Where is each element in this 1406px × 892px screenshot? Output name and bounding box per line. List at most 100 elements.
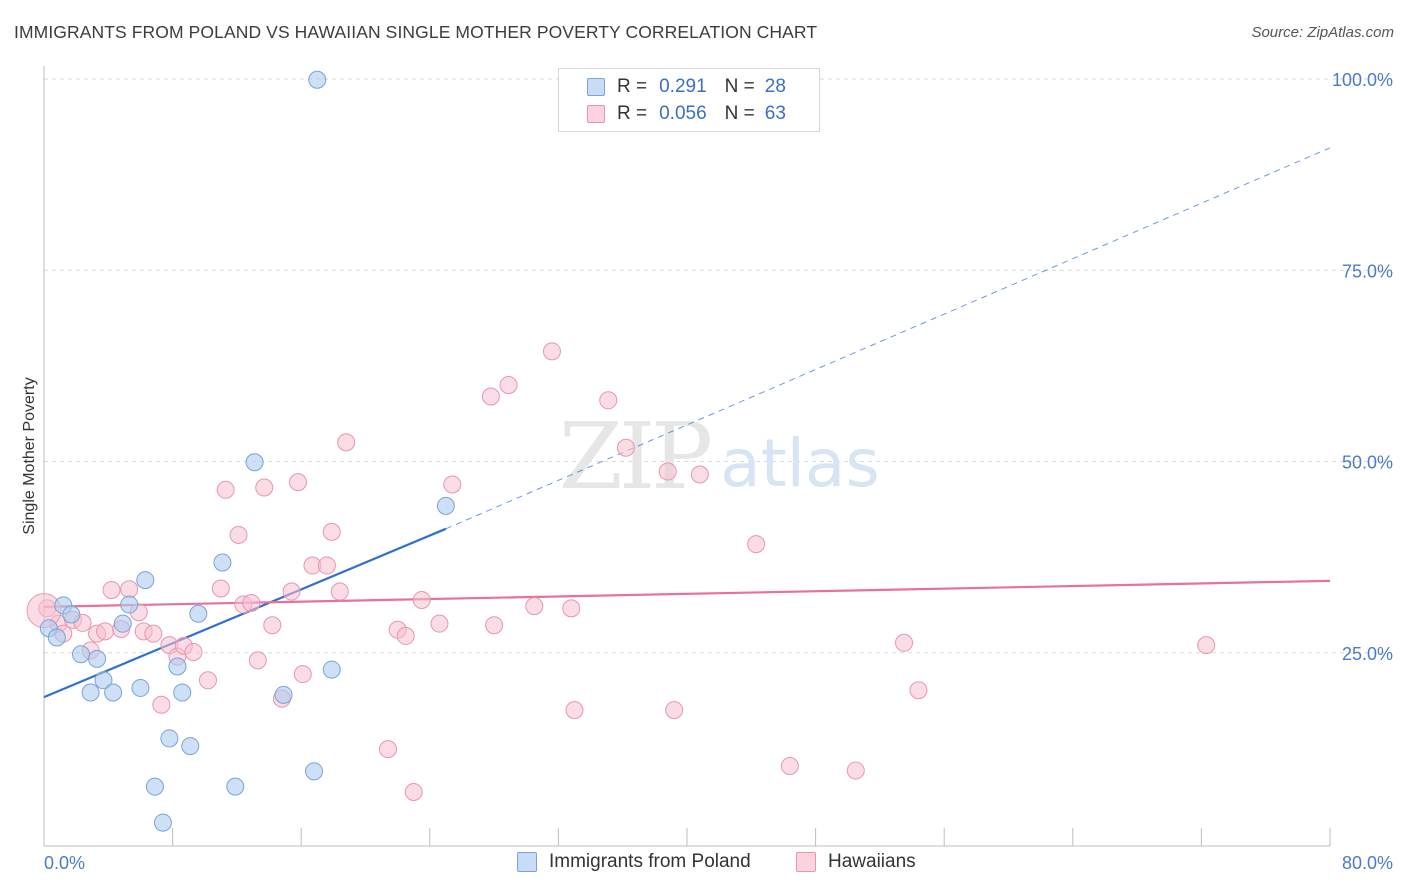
point-hawaiians — [430, 614, 449, 633]
legend-swatch-pink — [587, 105, 605, 123]
point-poland — [136, 571, 155, 590]
y-tick-label: 75.0% — [1342, 261, 1393, 281]
point-poland — [213, 553, 232, 572]
point-poland — [104, 683, 123, 702]
legend-r-label: R = — [617, 103, 648, 124]
point-hawaiians — [404, 782, 423, 801]
point-hawaiians — [665, 701, 684, 720]
point-hawaiians — [120, 580, 139, 599]
legend-label-poland: Immigrants from Poland — [549, 851, 751, 872]
data-points — [26, 70, 1216, 832]
point-hawaiians — [443, 475, 462, 494]
point-poland — [71, 645, 90, 664]
point-hawaiians — [909, 681, 928, 700]
point-poland — [94, 671, 113, 690]
watermark-atlas: atlas — [720, 425, 880, 502]
point-hawaiians — [144, 624, 163, 643]
legend-r-value: 0.291 — [659, 76, 707, 97]
point-poland — [113, 614, 132, 633]
point-hawaiians — [895, 633, 914, 652]
point-hawaiians — [337, 433, 356, 452]
watermark-zip: ZIP — [559, 403, 710, 510]
point-hawaiians — [96, 622, 115, 641]
point-hawaiians — [211, 579, 230, 598]
legend-swatch-blue — [517, 852, 537, 872]
legend-label-hawaiians: Hawaiians — [828, 851, 916, 872]
point-poland — [436, 496, 455, 515]
point-poland — [173, 683, 192, 702]
chart-title: IMMIGRANTS FROM POLAND VS HAWAIIAN SINGL… — [14, 22, 818, 42]
point-poland — [81, 683, 100, 702]
point-hawaiians — [846, 761, 865, 780]
x-tick-label: 80.0% — [1342, 853, 1393, 873]
axes — [43, 66, 1331, 847]
point-hawaiians — [293, 665, 312, 684]
legend-n-label: N = — [724, 103, 755, 124]
point-hawaiians — [616, 438, 635, 457]
axis-labels: 25.0% 50.0% 75.0% 100.0% 0.0% 80.0% Single Mot… — [21, 70, 1393, 873]
point-hawaiians — [562, 599, 581, 618]
x-tick-label: 0.0% — [44, 853, 85, 873]
point-hawaiians — [102, 581, 121, 600]
y-tick-label: 50.0% — [1342, 453, 1393, 473]
legend-item-hawaiians: Hawaiians — [796, 851, 916, 873]
point-hawaiians — [499, 376, 518, 394]
point-poland — [305, 762, 324, 781]
y-tick-label: 25.0% — [1342, 644, 1393, 664]
point-hawaiians — [216, 480, 235, 499]
point-poland — [274, 685, 293, 704]
correlation-legend: R = 0.291 N = 28 R = 0.056 N = 63 — [558, 68, 820, 132]
series-legend: Immigrants from Poland Hawaiians — [0, 851, 1406, 877]
point-hawaiians — [658, 462, 677, 481]
point-poland — [181, 737, 200, 756]
legend-n-value: 28 — [764, 76, 786, 97]
point-hawaiians — [412, 590, 431, 609]
point-hawaiians — [198, 671, 217, 690]
point-hawaiians — [565, 701, 584, 720]
legend-row-hawaiians: R = 0.056 N = 63 — [587, 102, 786, 126]
point-hawaiians — [690, 465, 709, 484]
point-hawaiians — [379, 740, 398, 759]
point-hawaiians — [599, 391, 618, 410]
point-hawaiians — [396, 626, 415, 645]
legend-row-poland: R = 0.291 N = 28 — [587, 75, 786, 99]
chart-source: Source: ZipAtlas.com — [1251, 24, 1394, 41]
point-hawaiians — [288, 473, 307, 492]
point-poland — [131, 678, 150, 697]
trend-line-poland-extension — [445, 147, 1331, 530]
point-poland — [322, 660, 341, 679]
legend-n-label: N = — [724, 76, 755, 97]
point-hawaiians — [747, 535, 766, 554]
point-poland — [88, 649, 107, 668]
point-hawaiians — [1197, 636, 1216, 655]
point-poland — [189, 604, 208, 623]
point-poland — [160, 729, 179, 748]
point-hawaiians — [330, 582, 349, 601]
point-poland — [245, 453, 264, 472]
point-poland — [120, 595, 139, 614]
legend-item-poland: Immigrants from Poland — [517, 851, 751, 873]
legend-swatch-pink — [796, 852, 816, 872]
point-poland — [153, 813, 172, 832]
point-poland — [145, 777, 164, 796]
point-hawaiians — [248, 651, 267, 670]
point-hawaiians — [780, 756, 799, 775]
point-hawaiians — [263, 616, 282, 635]
point-hawaiians — [184, 642, 203, 661]
point-hawaiians — [481, 387, 500, 406]
y-tick-label: 100.0% — [1332, 70, 1393, 90]
point-poland — [168, 657, 187, 676]
legend-r-value: 0.056 — [659, 103, 707, 124]
legend-n-value: 63 — [764, 103, 786, 124]
point-hawaiians — [242, 594, 261, 613]
point-hawaiians — [525, 597, 544, 616]
watermark: ZIP atlas — [559, 403, 880, 510]
legend-swatch-blue — [587, 78, 605, 96]
point-hawaiians — [152, 695, 171, 714]
grid-lines — [44, 78, 1394, 654]
point-hawaiians — [485, 616, 504, 635]
legend-r-label: R = — [617, 76, 648, 97]
point-poland — [62, 605, 81, 624]
point-hawaiians — [322, 522, 341, 541]
